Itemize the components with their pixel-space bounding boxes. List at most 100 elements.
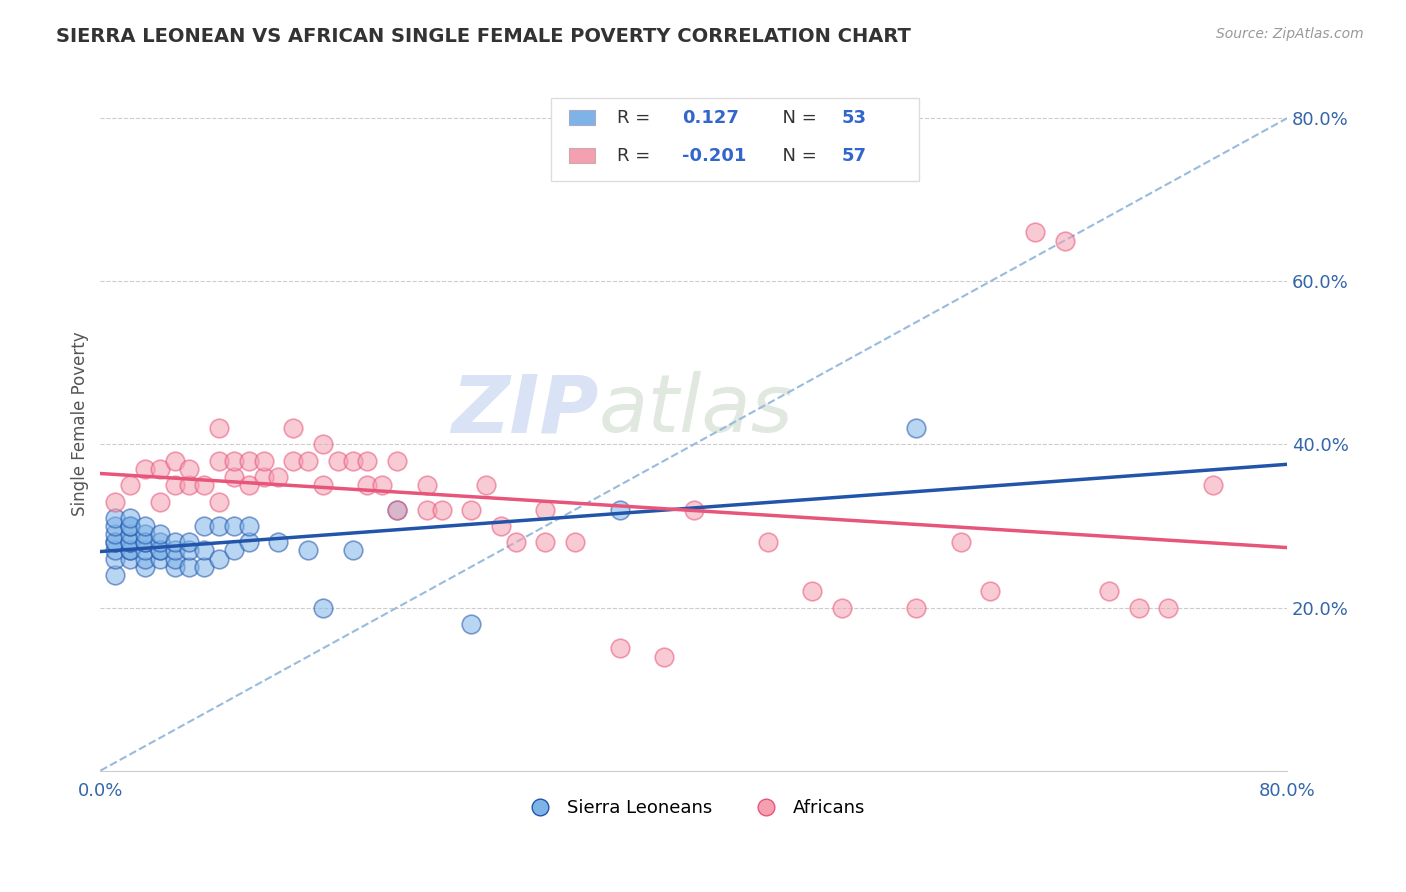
Point <box>222 470 245 484</box>
Point <box>193 519 215 533</box>
Point <box>134 462 156 476</box>
Point <box>801 584 824 599</box>
Point <box>1202 478 1225 492</box>
Point <box>104 494 127 508</box>
Point <box>118 527 141 541</box>
Point <box>312 600 335 615</box>
Point <box>415 502 437 516</box>
Text: -0.201: -0.201 <box>682 147 747 165</box>
Point <box>252 454 274 468</box>
Point <box>356 454 378 468</box>
Text: N =: N = <box>770 109 823 127</box>
Point <box>118 535 141 549</box>
Point <box>1128 600 1150 615</box>
Point <box>326 454 349 468</box>
Point <box>385 502 408 516</box>
Point <box>222 454 245 468</box>
Text: Source: ZipAtlas.com: Source: ZipAtlas.com <box>1216 27 1364 41</box>
Point <box>134 527 156 541</box>
Point <box>193 543 215 558</box>
Point <box>283 454 305 468</box>
Point <box>460 616 482 631</box>
Text: 57: 57 <box>842 147 868 165</box>
Text: 53: 53 <box>842 109 868 127</box>
Point <box>222 543 245 558</box>
Point <box>193 478 215 492</box>
Point <box>979 584 1001 599</box>
Point <box>609 641 631 656</box>
Point <box>149 551 172 566</box>
Point <box>118 519 141 533</box>
Point <box>118 478 141 492</box>
FancyBboxPatch shape <box>569 110 595 125</box>
Legend: Sierra Leoneans, Africans: Sierra Leoneans, Africans <box>515 791 873 824</box>
Point <box>905 421 928 435</box>
Point <box>564 535 586 549</box>
Point <box>609 502 631 516</box>
Point <box>118 543 141 558</box>
Point <box>415 478 437 492</box>
Point <box>149 494 172 508</box>
Point <box>267 470 290 484</box>
Point <box>430 502 453 516</box>
Point <box>179 535 201 549</box>
Point <box>475 478 498 492</box>
Point <box>283 421 305 435</box>
Y-axis label: Single Female Poverty: Single Female Poverty <box>72 332 89 516</box>
Text: atlas: atlas <box>599 371 793 450</box>
Point <box>149 527 172 541</box>
Point <box>149 462 172 476</box>
Point <box>208 494 231 508</box>
Point <box>682 502 704 516</box>
Point <box>208 551 231 566</box>
Point <box>238 478 260 492</box>
Point <box>949 535 972 549</box>
Point <box>385 454 408 468</box>
Point <box>534 535 557 549</box>
Point <box>534 502 557 516</box>
Text: ZIP: ZIP <box>451 371 599 450</box>
Point <box>104 535 127 549</box>
Point <box>342 543 364 558</box>
Point <box>208 421 231 435</box>
Point <box>312 437 335 451</box>
Point <box>267 535 290 549</box>
Point <box>134 543 156 558</box>
Point <box>118 551 141 566</box>
Point <box>238 519 260 533</box>
Point <box>193 559 215 574</box>
Point <box>134 535 156 549</box>
Point <box>104 535 127 549</box>
Point <box>134 559 156 574</box>
Point <box>134 535 156 549</box>
Point <box>134 519 156 533</box>
Point <box>1024 226 1046 240</box>
Text: R =: R = <box>617 109 661 127</box>
Point <box>208 519 231 533</box>
Point <box>104 568 127 582</box>
Point <box>179 543 201 558</box>
Point <box>163 454 186 468</box>
Text: 0.127: 0.127 <box>682 109 738 127</box>
Point <box>104 519 127 533</box>
Point <box>149 543 172 558</box>
Point <box>118 519 141 533</box>
Point <box>238 454 260 468</box>
Point <box>905 600 928 615</box>
Point <box>208 454 231 468</box>
Point <box>163 478 186 492</box>
Point <box>149 543 172 558</box>
Point <box>134 551 156 566</box>
Point <box>179 462 201 476</box>
Point <box>149 535 172 549</box>
Point <box>104 527 127 541</box>
Point <box>371 478 394 492</box>
Point <box>505 535 527 549</box>
Point <box>1098 584 1121 599</box>
Point <box>489 519 512 533</box>
Text: R =: R = <box>617 147 655 165</box>
Point <box>312 478 335 492</box>
Point <box>163 543 186 558</box>
Point <box>652 649 675 664</box>
Point <box>118 511 141 525</box>
